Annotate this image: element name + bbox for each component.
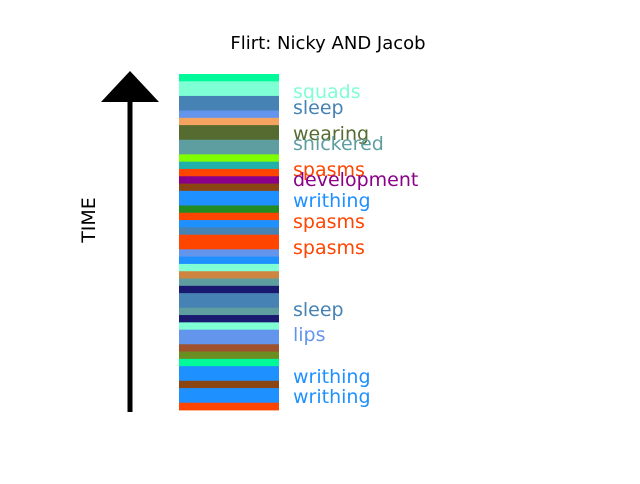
timeline-segment: [179, 322, 279, 331]
event-label: lips: [293, 324, 326, 346]
timeline-segment: [179, 249, 279, 257]
timeline-segment: [179, 190, 279, 199]
timeline-segment: [179, 132, 279, 141]
timeline-segment: [179, 212, 279, 221]
timeline-segment: [179, 161, 279, 170]
timeline-segment: [179, 388, 279, 396]
timeline-segment: [179, 344, 279, 352]
timeline-segment: [179, 88, 279, 97]
timeline-segment: [179, 300, 279, 309]
timeline-segment: [179, 315, 279, 323]
timeline-segment: [179, 285, 279, 294]
timeline-segment: [179, 81, 279, 89]
timeline-segment: [179, 117, 279, 126]
timeline-segment: [179, 154, 279, 163]
event-label: writhing: [293, 366, 371, 388]
timeline-segment: [179, 395, 279, 404]
event-label: development: [293, 169, 418, 191]
timeline-segment: [179, 220, 279, 228]
timeline-segment: [179, 366, 279, 374]
event-label: spasms: [293, 211, 365, 233]
timeline-segment: [179, 74, 279, 82]
timeline-segment: [179, 183, 279, 192]
timeline-segment: [179, 139, 279, 148]
timeline-segment: [179, 373, 279, 382]
event-label: spasms: [293, 237, 365, 259]
event-labels: squadssleepwearingsnickeredspasmsdevelop…: [293, 81, 418, 408]
timeline-segment: [179, 358, 279, 367]
timeline-segment: [179, 234, 279, 243]
event-label: squads: [293, 81, 361, 103]
chart-title: Flirt: Nicky AND Jacob: [230, 33, 425, 54]
timeline-segment: [179, 307, 279, 316]
timeline-segment: [179, 263, 279, 272]
timeline-segment: [179, 176, 279, 184]
timeline-segment: [179, 402, 279, 411]
timeline-segment: [179, 351, 279, 360]
timeline-segment: [179, 329, 279, 338]
y-axis-label: TIME: [78, 197, 100, 244]
timeline-segment: [179, 380, 279, 389]
timeline-segment: [179, 256, 279, 265]
timeline-segment: [179, 103, 279, 111]
timeline-segment: [179, 271, 279, 279]
time-arrow-head: [101, 71, 159, 102]
event-label: spasms: [293, 159, 365, 181]
timeline-segment: [179, 125, 279, 133]
timeline-segment: [179, 147, 279, 155]
timeline-segment: [179, 205, 279, 214]
timeline-segment: [179, 198, 279, 206]
event-label: sleep: [293, 299, 344, 321]
timeline-segment: [179, 110, 279, 119]
timeline-segment: [179, 168, 279, 177]
timeline-segment: [179, 242, 279, 250]
segment-strip: [179, 74, 279, 411]
timeline-segment: [179, 278, 279, 287]
timeline-segment: [179, 293, 279, 301]
timeline-segment: [179, 336, 279, 345]
event-label: writhing: [293, 190, 371, 212]
event-label: wearing: [293, 123, 369, 145]
timeline-segment: [179, 227, 279, 236]
event-label: sleep: [293, 97, 344, 119]
event-label: writhing: [293, 386, 371, 408]
event-label: snickered: [293, 133, 384, 155]
timeline-segment: [179, 95, 279, 104]
